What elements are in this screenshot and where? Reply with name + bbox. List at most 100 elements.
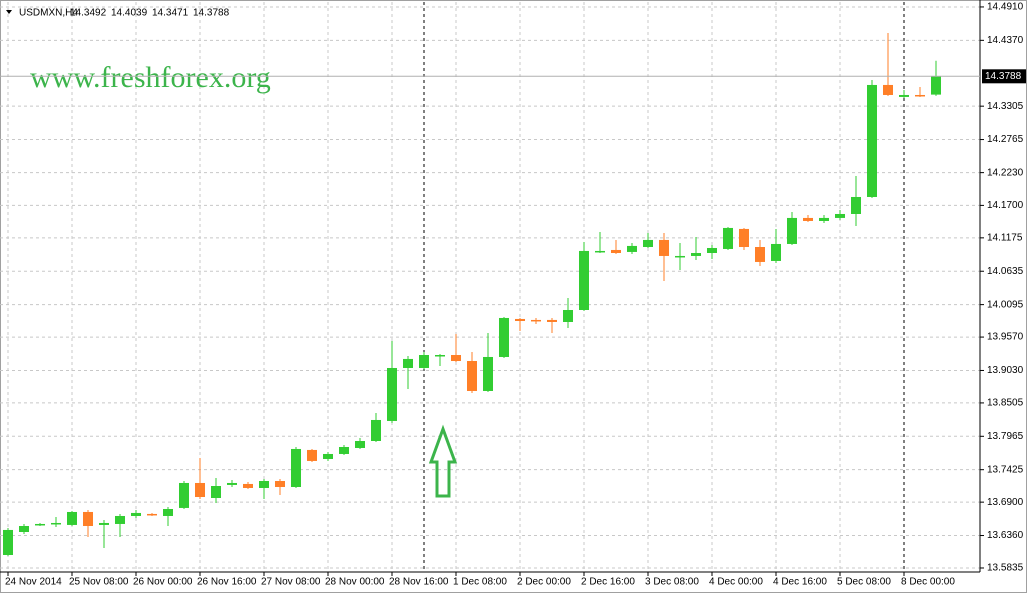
candle-body	[691, 252, 701, 256]
candle-body	[99, 522, 109, 525]
candle-body	[67, 511, 77, 525]
last-low: 14.3471	[152, 8, 189, 19]
y-tick-label: 14.0095	[987, 299, 1024, 310]
candle-body	[435, 355, 445, 357]
y-tick-label: 13.9030	[987, 365, 1024, 376]
candle-body	[195, 482, 205, 498]
candle-body	[339, 446, 349, 454]
price-label-box	[982, 69, 1026, 84]
candle-body	[707, 247, 717, 253]
candle-body	[3, 529, 13, 555]
menu-icon[interactable]	[6, 10, 12, 14]
y-tick-label: 13.7425	[987, 464, 1024, 475]
last-close: 14.3788	[193, 8, 230, 19]
candle-body	[755, 247, 765, 262]
candle-body	[467, 361, 477, 391]
y-tick-label: 13.5835	[987, 563, 1024, 574]
y-tick-label: 13.7965	[987, 431, 1024, 442]
candle-body	[19, 526, 29, 533]
candles	[3, 32, 941, 556]
candle-body	[323, 453, 333, 459]
candle-body	[611, 249, 621, 253]
candle-body	[291, 448, 301, 487]
symbol: USDMXN,H4	[19, 8, 78, 19]
x-tick-label: 3 Dec 08:00	[645, 577, 699, 588]
candle-body	[355, 440, 365, 448]
candle-body	[819, 217, 829, 221]
candle-body	[483, 356, 493, 391]
candle-body	[131, 512, 141, 516]
candle-body	[803, 217, 813, 221]
x-tick-label: 4 Dec 16:00	[773, 577, 827, 588]
x-tick-label: 26 Nov 00:00	[133, 577, 193, 588]
candle-body	[371, 419, 381, 441]
y-tick-label: 14.2230	[987, 167, 1024, 178]
x-tick-label: 27 Nov 08:00	[261, 577, 321, 588]
candle-body	[851, 196, 861, 214]
candle-body	[835, 213, 845, 218]
candle-body	[499, 317, 509, 357]
y-tick-label: 13.6360	[987, 530, 1024, 541]
candle-body	[563, 309, 573, 322]
x-tick-label: 4 Dec 00:00	[709, 577, 763, 588]
y-tick-label: 13.6900	[987, 497, 1024, 508]
y-tick-label: 14.1700	[987, 200, 1024, 211]
candle-body	[211, 486, 221, 498]
candle-body	[307, 449, 317, 461]
x-tick-label: 5 Dec 08:00	[837, 577, 891, 588]
candle-body	[675, 255, 685, 258]
candle-body	[147, 513, 157, 516]
last-open: 14.3492	[70, 8, 107, 19]
candle-body	[259, 480, 269, 488]
y-tick-label: 13.9570	[987, 332, 1024, 343]
y-tick-label: 14.2765	[987, 134, 1024, 145]
y-tick-label: 14.4910	[987, 2, 1024, 13]
y-tick-label: 13.8505	[987, 398, 1024, 409]
x-tick-label: 1 Dec 08:00	[453, 577, 507, 588]
y-tick-label: 14.4370	[987, 35, 1024, 46]
x-tick-label: 28 Nov 00:00	[325, 577, 385, 588]
candle-body	[243, 483, 253, 488]
candle-body	[35, 523, 45, 526]
x-tick-label: 2 Dec 16:00	[581, 577, 635, 588]
price-label: 14.3788	[985, 71, 1022, 82]
candle-body	[451, 355, 461, 362]
candle-body	[771, 243, 781, 261]
candle-body	[787, 217, 797, 244]
candle-body	[387, 367, 397, 421]
candle-body	[531, 319, 541, 322]
candle-body	[659, 239, 669, 256]
x-tick-label: 25 Nov 08:00	[69, 577, 129, 588]
candle-body	[515, 318, 525, 322]
candle-body	[579, 250, 589, 310]
candle-body	[419, 355, 429, 368]
x-tick-label: 26 Nov 16:00	[197, 577, 257, 588]
candle-body	[899, 94, 909, 97]
grid	[0, 2, 980, 572]
x-tick-label: 8 Dec 00:00	[901, 577, 955, 588]
candle-body	[115, 515, 125, 524]
last-high: 14.4039	[111, 8, 148, 19]
candle-body	[403, 358, 413, 368]
x-tick-label: 24 Nov 2014	[5, 577, 62, 588]
candle-body	[547, 319, 557, 322]
candle-body	[51, 522, 61, 525]
y-tick-label: 14.3305	[987, 101, 1024, 112]
watermark: www.freshforex.org	[30, 61, 271, 94]
x-tick-label: 28 Nov 16:00	[389, 577, 449, 588]
candle-body	[227, 482, 237, 485]
candle-body	[179, 482, 189, 508]
candle-body	[867, 84, 877, 197]
y-tick-label: 14.1175	[987, 232, 1023, 243]
candle-body	[723, 227, 733, 249]
arrow	[428, 424, 458, 498]
candle-body	[643, 239, 653, 248]
candle-body	[915, 94, 925, 97]
x-tick-label: 2 Dec 00:00	[517, 577, 571, 588]
candle-body	[883, 84, 893, 95]
candle-body	[163, 509, 173, 516]
candle-body	[627, 245, 637, 252]
